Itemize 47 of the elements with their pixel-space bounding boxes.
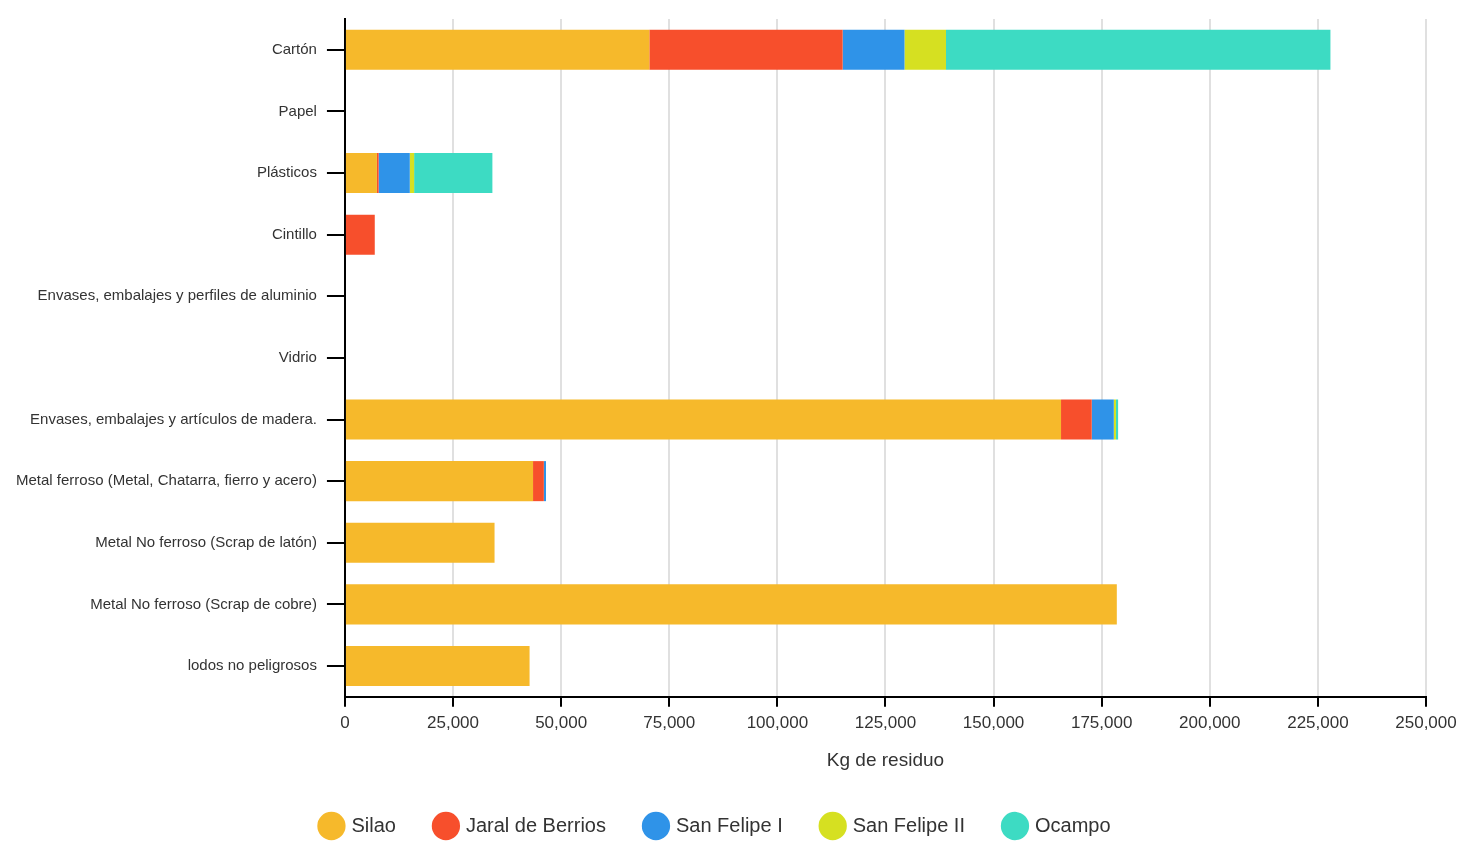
bar: [378, 153, 410, 194]
y-tick-label: Envases, embalajes y artículos de madera.: [30, 409, 317, 427]
x-tick-label: 125,000: [854, 712, 917, 732]
y-tick-label: Cintillo: [271, 224, 317, 242]
bar: [1091, 399, 1114, 440]
bar: [345, 153, 377, 194]
bar: [345, 645, 530, 687]
bar: [345, 461, 534, 502]
x-tick-label: 225,000: [1287, 712, 1349, 732]
y-tick-label: Metal No ferroso (Scrap de latón): [95, 532, 317, 550]
x-tick-label: 250,000: [1395, 712, 1457, 732]
bar: [946, 29, 1331, 70]
y-tick-label: Metal No ferroso (Scrap de cobre): [90, 594, 317, 612]
x-axis-title: Kg de residuo: [826, 748, 945, 770]
y-tick-label: Papel: [278, 101, 317, 119]
bar: [345, 214, 375, 255]
y-tick-label: lodos no peligrosos: [187, 656, 317, 674]
x-tick-label: 0: [340, 712, 350, 732]
bar: [1061, 399, 1092, 440]
legend-label: Silao: [351, 813, 396, 836]
bar: [409, 153, 415, 194]
y-tick-label: Plásticos: [256, 163, 317, 181]
bar: [345, 522, 495, 563]
y-tick-label: Cartón: [271, 39, 317, 57]
legend-label: San Felipe II: [852, 813, 965, 836]
bar: [842, 29, 905, 70]
y-tick-label: Metal ferroso (Metal, Chatarra, fierro y acero): [15, 471, 317, 489]
bar: [345, 584, 1117, 625]
bar: [533, 461, 544, 502]
legend-label: San Felipe I: [675, 813, 783, 836]
x-tick-label: 25,000: [427, 712, 480, 732]
bar: [345, 399, 1062, 440]
x-tick-label: 150,000: [962, 712, 1025, 732]
x-tick-label: 200,000: [1179, 712, 1241, 732]
bar: [414, 153, 493, 194]
x-tick-label: 75,000: [643, 712, 696, 732]
bar: [649, 29, 843, 70]
bar: [345, 29, 650, 70]
bar: [904, 29, 947, 70]
bar: [543, 461, 547, 502]
legend-label: Jaral de Berrios: [465, 813, 606, 836]
legend-label: Ocampo: [1034, 813, 1111, 836]
x-tick-label: 50,000: [535, 712, 588, 732]
x-tick-label: 175,000: [1070, 712, 1133, 732]
y-tick-label: Vidrio: [278, 348, 317, 366]
x-tick-label: 100,000: [746, 712, 809, 732]
y-tick-label: Envases, embalajes y perfiles de aluminio: [37, 286, 317, 304]
